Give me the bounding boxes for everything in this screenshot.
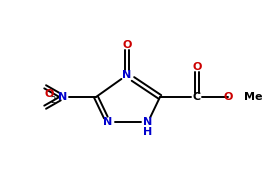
Text: O: O (122, 40, 132, 50)
Text: N: N (143, 117, 153, 127)
Text: N: N (58, 92, 68, 102)
Text: O: O (223, 92, 233, 102)
Text: O: O (192, 62, 202, 72)
Text: C: C (193, 92, 201, 102)
Text: 2: 2 (50, 96, 56, 105)
Text: N: N (122, 70, 132, 80)
Text: Me: Me (244, 92, 263, 102)
Text: O: O (44, 89, 54, 99)
Text: H: H (143, 127, 153, 137)
Text: N: N (103, 117, 113, 127)
